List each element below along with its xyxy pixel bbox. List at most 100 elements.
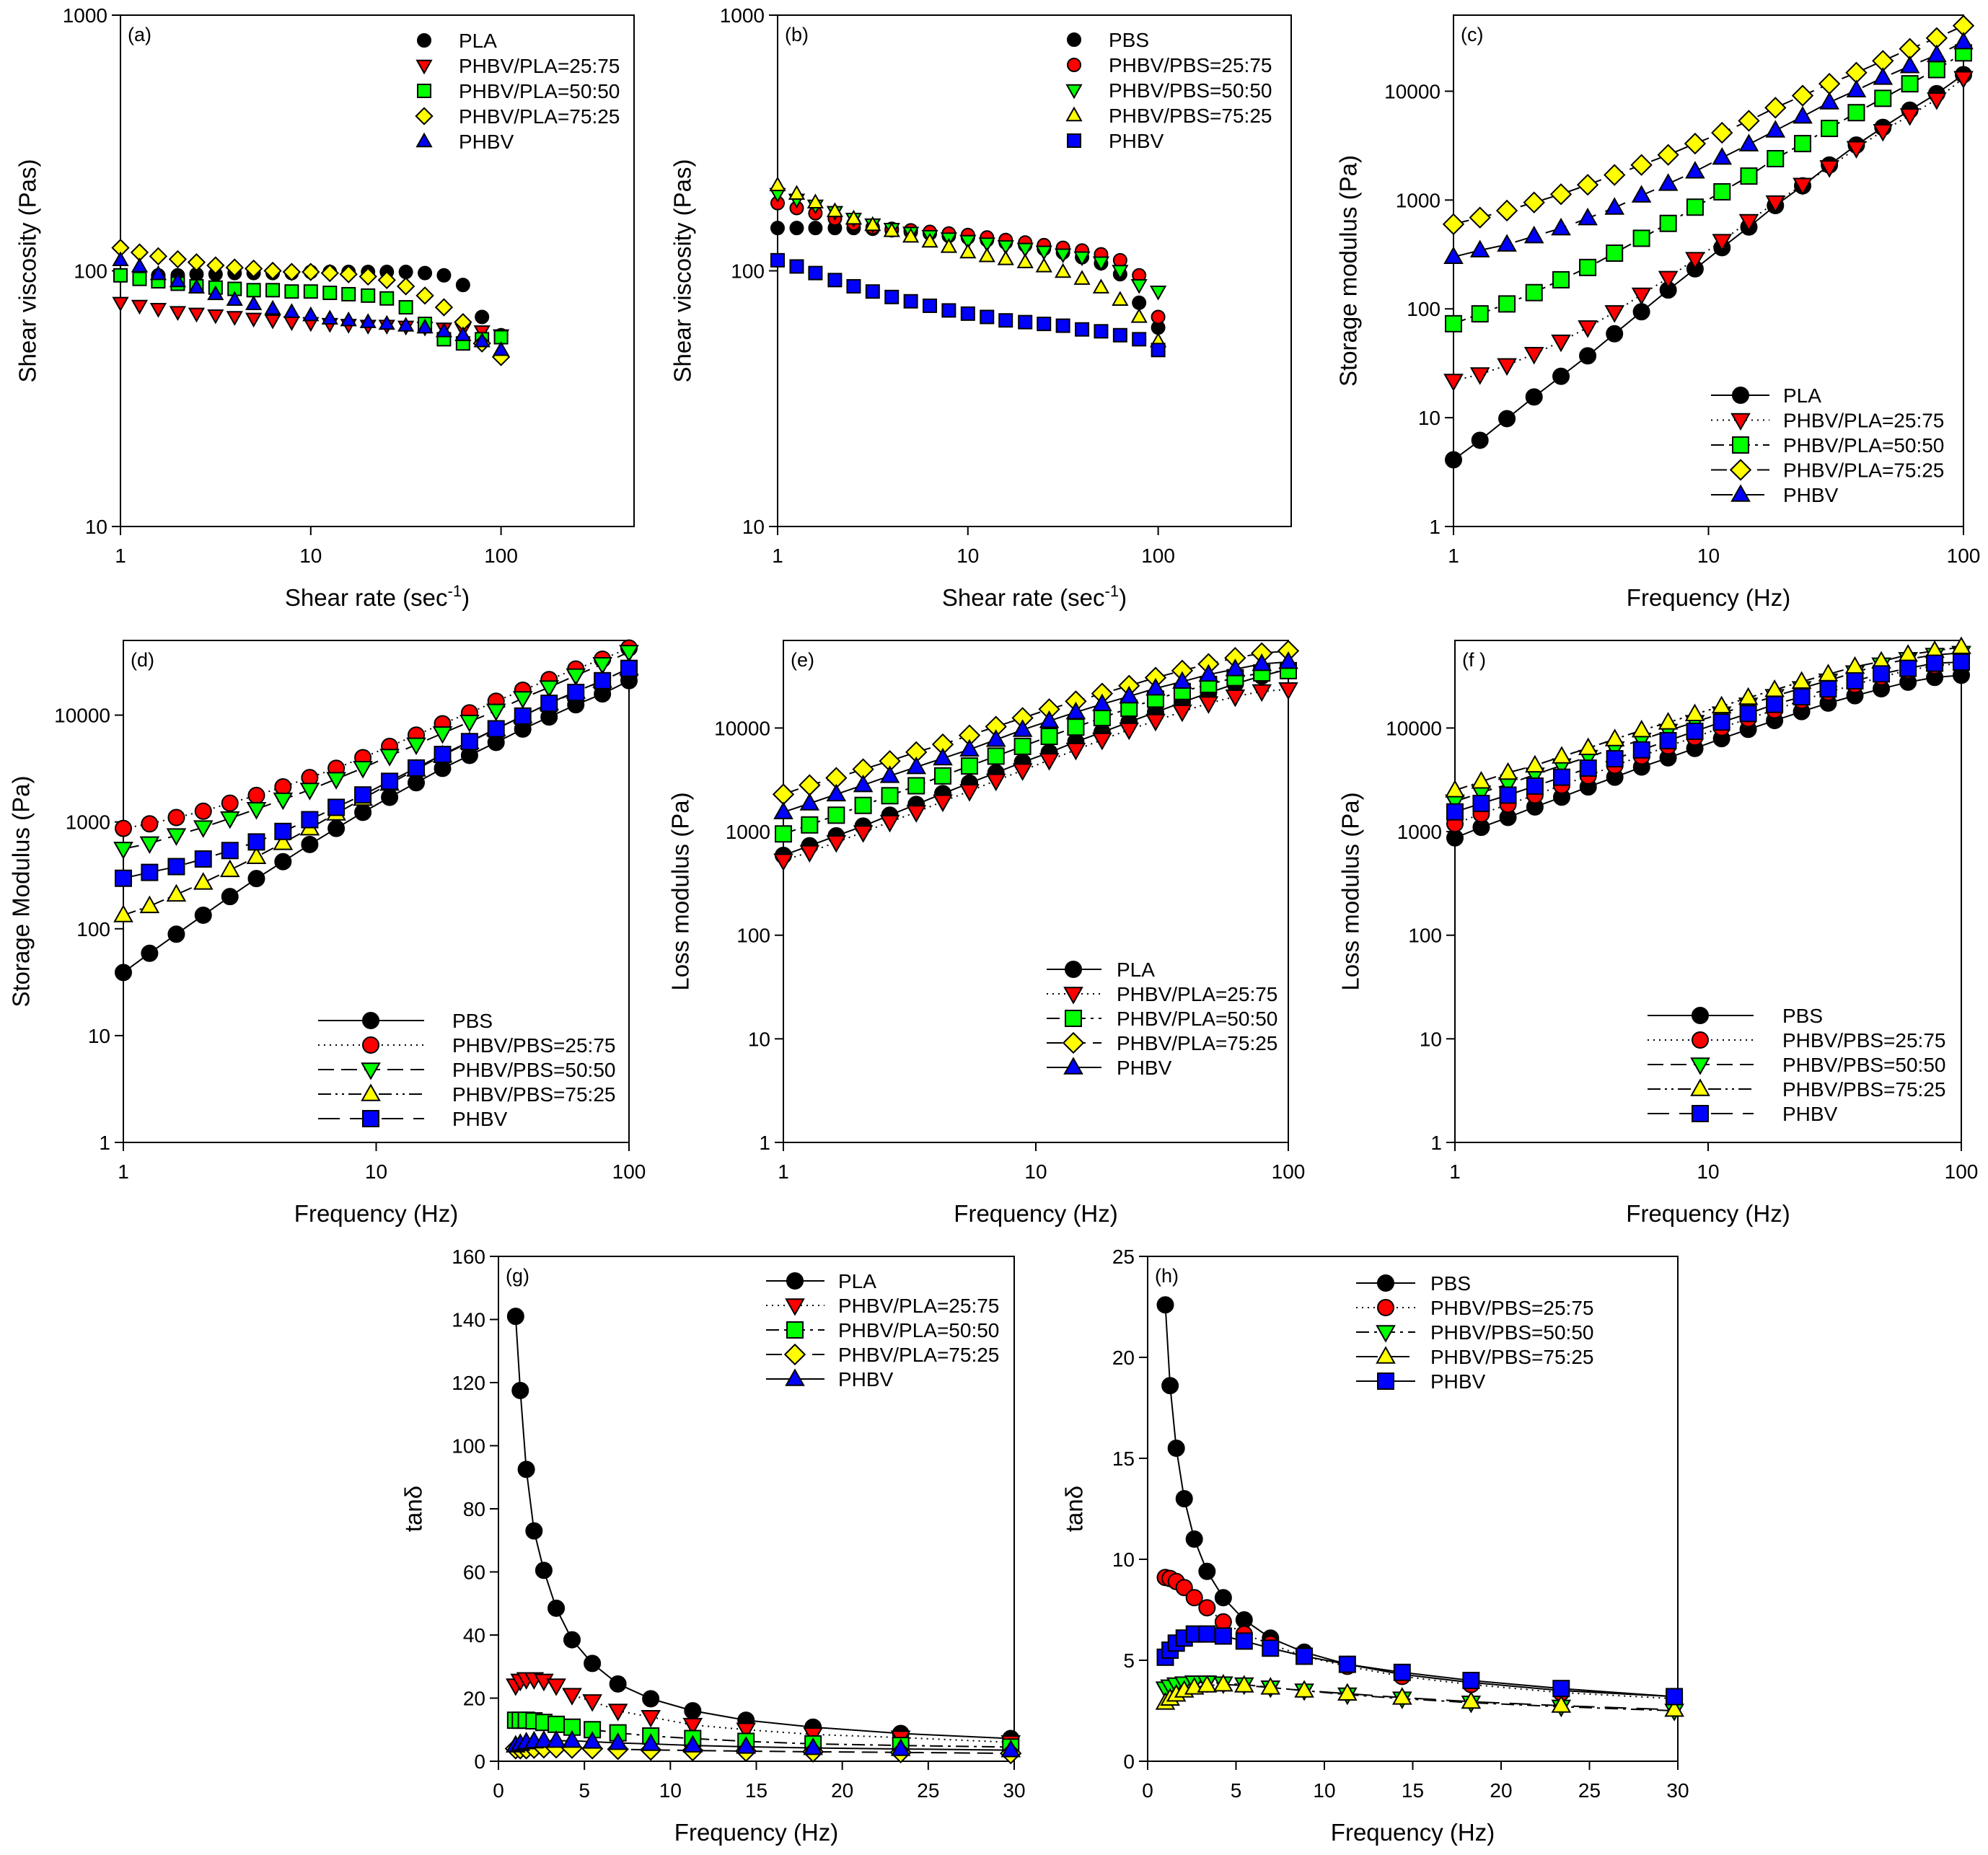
data-point (1552, 746, 1572, 764)
x-tick-label: 5 (1231, 1779, 1242, 1802)
data-point (1000, 1740, 1021, 1758)
panel-f: 1 10 100 1 10 100 1000 10000 (f ) Frequency (Hz) L… (1337, 636, 1978, 1227)
data-point (113, 268, 128, 283)
data-point (265, 283, 281, 298)
data-point (246, 801, 267, 820)
data-point (1262, 1639, 1280, 1657)
data-point (207, 285, 224, 301)
data-point (1471, 431, 1489, 449)
data-point (115, 964, 132, 982)
legend-label: PHBV/PLA=50:50 (459, 80, 620, 102)
x-tick-label: 15 (1402, 1779, 1424, 1802)
data-point (1151, 343, 1166, 358)
data-point (1338, 1655, 1356, 1673)
data-point (959, 739, 980, 757)
data-point (299, 783, 320, 801)
data-point (302, 263, 320, 281)
data-point (592, 657, 612, 675)
data-point (221, 888, 239, 906)
x-tick-label: 0 (493, 1779, 504, 1802)
data-point (1172, 671, 1192, 689)
data-point (1793, 688, 1811, 706)
data-point (187, 252, 206, 272)
data-point (1846, 672, 1864, 690)
data-point (247, 786, 265, 804)
y-tick-label: 120 (452, 1372, 485, 1394)
data-point (167, 925, 185, 943)
data-point (1926, 654, 1944, 672)
data-point (1846, 141, 1867, 159)
data-point (359, 313, 377, 328)
data-point (139, 836, 160, 855)
y-tick-label: 25 (1112, 1246, 1135, 1268)
data-point (1294, 1680, 1314, 1698)
data-point (1497, 358, 1517, 376)
data-point (1055, 318, 1070, 333)
legend-label: PHBV/PBS=50:50 (1782, 1054, 1945, 1076)
data-point (273, 792, 294, 811)
data-point (1630, 154, 1653, 176)
data-point (1765, 120, 1786, 138)
data-point (1712, 146, 1733, 165)
data-point (1445, 451, 1462, 469)
data-point (803, 1737, 823, 1755)
x-tick-label: 10 (956, 545, 979, 567)
data-point (770, 221, 785, 236)
series-phbv-pbs-50-50 (113, 645, 639, 860)
x-tick-label: 1 (778, 1160, 789, 1183)
panel-label: (d) (131, 649, 154, 671)
data-point (1197, 1675, 1218, 1693)
data-point (619, 645, 639, 663)
y-tick-label: 100 (74, 260, 107, 283)
data-point (436, 268, 452, 283)
data-point (1606, 325, 1624, 343)
data-point (682, 1717, 703, 1736)
data-point (1551, 334, 1571, 353)
data-point (1112, 252, 1127, 268)
series-phbv (506, 1730, 1021, 1758)
data-point (485, 703, 506, 722)
x-tick-label: 10 (1313, 1779, 1335, 1802)
legend-entry: PHBV/PLA=75:25 (1711, 459, 1944, 482)
data-point (166, 884, 187, 902)
data-point (534, 1673, 554, 1692)
data-point (1767, 149, 1785, 167)
y-tick-label: 140 (452, 1309, 485, 1331)
data-point (642, 1690, 660, 1708)
legend-entry: PHBV/PBS=25:75 (1067, 54, 1272, 76)
y-tick-label: 10000 (1384, 80, 1441, 102)
data-point (1145, 677, 1166, 696)
data-point (274, 852, 292, 871)
data-point (997, 239, 1014, 255)
y-axis-label: Storage Modulus (Pa) (8, 776, 35, 1008)
data-point (921, 232, 938, 248)
legend-marker (1377, 1372, 1394, 1390)
legend-marker (786, 1272, 804, 1290)
data-point (301, 835, 319, 853)
legend-label: PHBV/PLA=50:50 (1117, 1008, 1277, 1030)
y-axis-label: Loss modulus (Pa) (667, 792, 694, 990)
data-point (1225, 689, 1246, 708)
y-tick-label: 20 (463, 1688, 485, 1710)
data-point (1664, 1698, 1684, 1717)
data-point (131, 299, 149, 315)
legend-marker (785, 1368, 805, 1386)
x-axis-label-part: -1 (1105, 582, 1120, 600)
y-tick-label: 1 (759, 1132, 770, 1154)
data-point (1065, 701, 1086, 720)
data-point (246, 283, 261, 298)
data-point (168, 250, 188, 269)
legend-entry: PLA (766, 1270, 876, 1292)
data-point (1214, 1589, 1232, 1607)
y-axis-label: Storage modulus (Pa) (1335, 155, 1362, 387)
data-point (1198, 1599, 1216, 1617)
data-point (1685, 161, 1705, 179)
data-point (1821, 120, 1839, 138)
data-point (1252, 684, 1272, 702)
data-point (264, 314, 281, 330)
legend-marker (1690, 1078, 1710, 1096)
data-point (113, 842, 133, 860)
x-axis-label-part: Frequency (Hz) (1627, 584, 1790, 611)
data-point (1039, 710, 1060, 728)
data-point (907, 777, 925, 795)
